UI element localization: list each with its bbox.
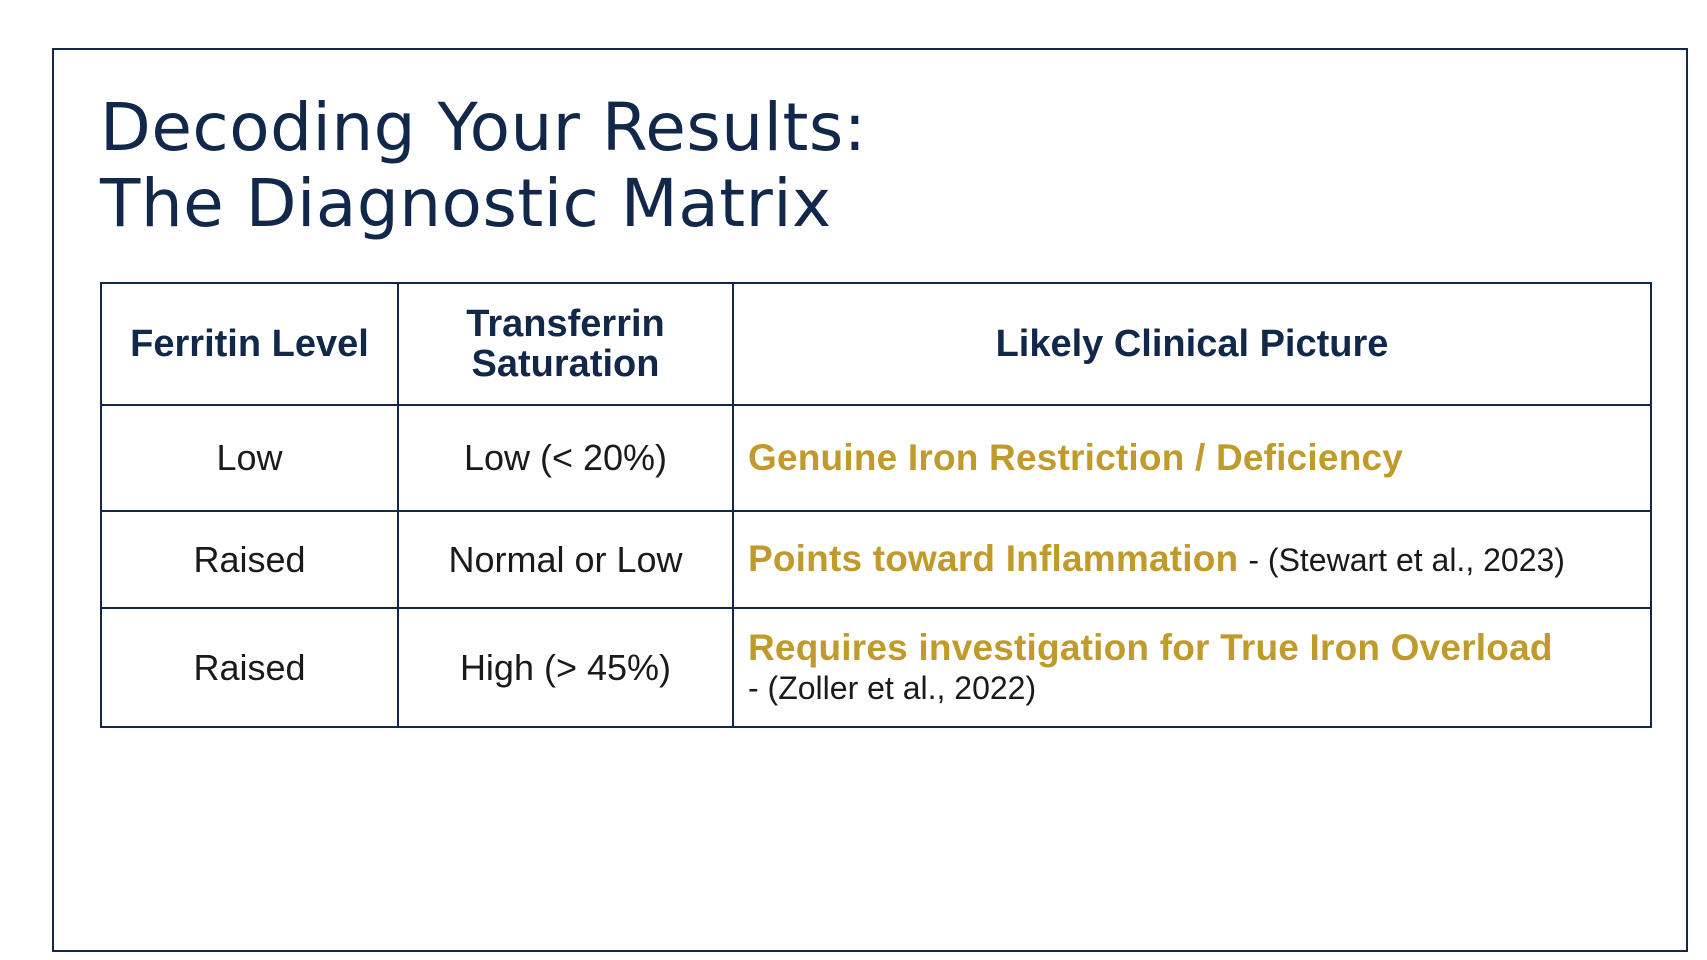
clinical-picture-citation: - (Zoller et al., 2022) bbox=[748, 669, 1037, 706]
slide-frame: Decoding Your Results: The Diagnostic Ma… bbox=[52, 48, 1688, 952]
cell-clinical-picture: Points toward Inflammation - (Stewart et… bbox=[732, 510, 1652, 609]
header-transferrin-line-1: Transferrin bbox=[466, 303, 665, 345]
clinical-picture-main: Requires investigation for True Iron Ove… bbox=[748, 626, 1553, 668]
cell-clinical-picture: Requires investigation for True Iron Ove… bbox=[732, 607, 1652, 728]
cell-ferritin: Raised bbox=[100, 607, 399, 728]
cell-transferrin: High (> 45%) bbox=[397, 607, 734, 728]
cell-transferrin: Low (< 20%) bbox=[397, 404, 734, 512]
cell-ferritin: Low bbox=[100, 404, 399, 512]
slide-title-line-2: The Diagnostic Matrix bbox=[100, 165, 832, 242]
slide-title: Decoding Your Results: The Diagnostic Ma… bbox=[100, 90, 866, 242]
header-transferrin-line-2: Saturation bbox=[471, 343, 660, 385]
clinical-picture-citation: - (Stewart et al., 2023) bbox=[1248, 542, 1565, 578]
table-row: Raised High (> 45%) Requires investigati… bbox=[100, 607, 1652, 728]
clinical-picture-main: Points toward Inflammation bbox=[748, 538, 1239, 579]
cell-ferritin: Raised bbox=[100, 510, 399, 609]
table-row: Raised Normal or Low Points toward Infla… bbox=[100, 510, 1652, 609]
header-likely-clinical-picture: Likely Clinical Picture bbox=[732, 282, 1652, 406]
table-row: Low Low (< 20%) Genuine Iron Restriction… bbox=[100, 404, 1652, 512]
clinical-picture-main: Genuine Iron Restriction / Deficiency bbox=[748, 437, 1404, 478]
header-transferrin-saturation: Transferrin Saturation bbox=[397, 282, 734, 406]
header-ferritin-level: Ferritin Level bbox=[100, 282, 399, 406]
cell-clinical-picture: Genuine Iron Restriction / Deficiency bbox=[732, 404, 1652, 512]
table-header-row: Ferritin Level Transferrin Saturation Li… bbox=[100, 282, 1652, 406]
diagnostic-matrix-table: Ferritin Level Transferrin Saturation Li… bbox=[100, 282, 1652, 728]
slide-title-line-1: Decoding Your Results: bbox=[100, 89, 867, 166]
cell-transferrin: Normal or Low bbox=[397, 510, 734, 609]
